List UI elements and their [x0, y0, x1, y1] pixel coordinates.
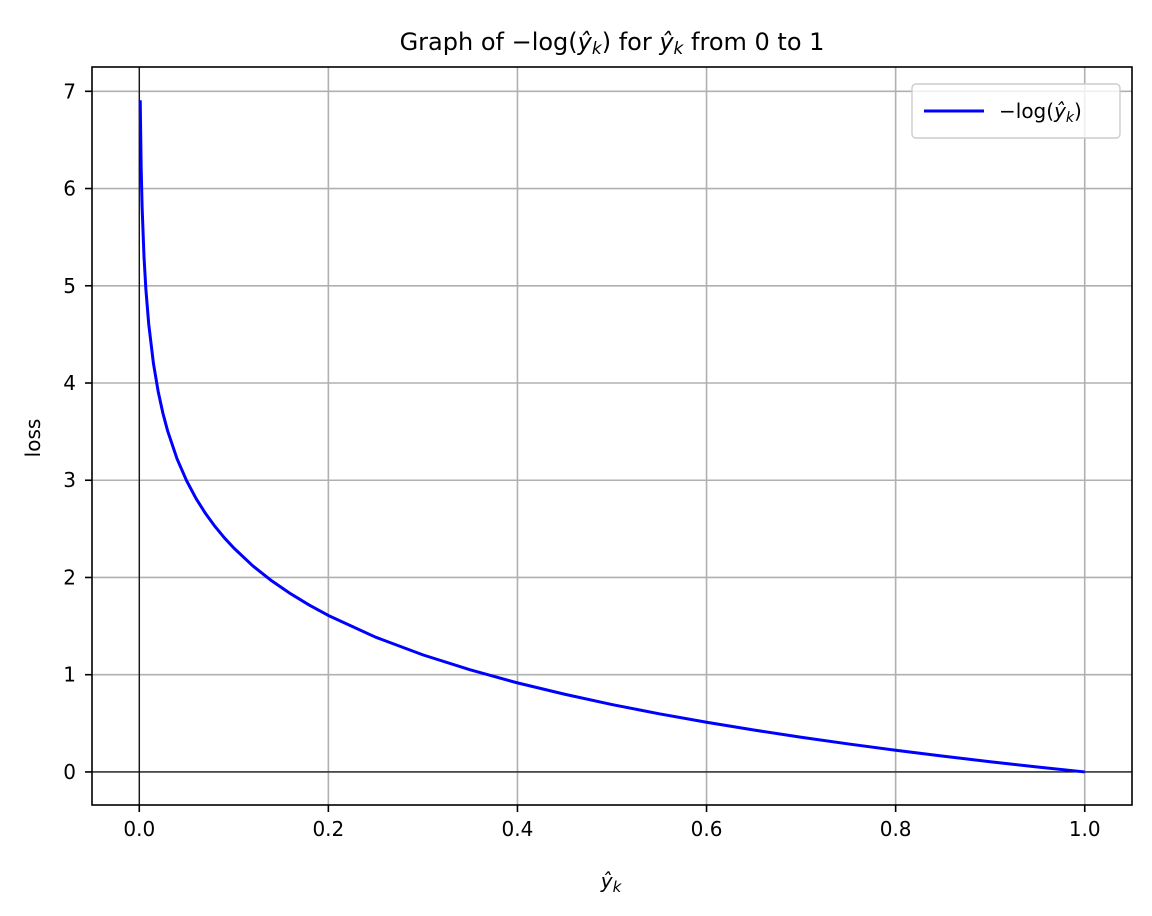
title-var-1-sub: k [592, 39, 603, 59]
y-axis-label: loss [21, 419, 45, 458]
title-suffix: from 0 to 1 [683, 28, 824, 56]
chart-title: Graph of −log(ŷk) for ŷk from 0 to 1 [400, 28, 825, 59]
x-tick-label-3: 0.6 [691, 817, 723, 841]
y-tick-label-0: 0 [63, 760, 76, 784]
reference-lines [92, 67, 1132, 805]
x-tick-label-2: 0.4 [502, 817, 534, 841]
y-tick-label-2: 2 [63, 565, 76, 589]
x-axis-label: ŷk [600, 869, 623, 896]
legend-label-suffix: ) [1074, 99, 1082, 123]
x-tick-label-0: 0.0 [123, 817, 155, 841]
legend-label-prefix: −log( [999, 99, 1054, 123]
title-prefix: Graph of −log( [400, 28, 578, 56]
y-tick-label-6: 6 [63, 177, 76, 201]
y-tick-label-5: 5 [63, 274, 76, 298]
title-mid: ) for [602, 28, 660, 56]
ticks-layer: 0.0 0.2 0.4 0.6 0.8 1.0 0 1 2 3 4 5 6 7 [63, 79, 1100, 841]
legend-box [911, 83, 1121, 139]
legend: −log(ŷk) [911, 83, 1121, 139]
x-tick-label-1: 0.2 [312, 817, 344, 841]
series-line-0 [138, 100, 1085, 774]
legend-label-sub: k [1066, 110, 1075, 126]
x-axis-label-base: ŷ [600, 869, 614, 893]
title-var-2-sub: k [674, 39, 685, 59]
legend-entry-label: −log(ŷk) [999, 99, 1082, 126]
x-tick-label-5: 1.0 [1069, 817, 1101, 841]
y-tick-label-4: 4 [63, 371, 76, 395]
series-layer [138, 100, 1085, 774]
x-axis-label-sub: k [613, 878, 623, 896]
title-var-1-base: ŷ [577, 28, 593, 56]
legend-label-base: ŷ [1053, 99, 1067, 123]
title-var-2-base: ŷ [658, 28, 674, 56]
x-tick-label-4: 0.8 [880, 817, 912, 841]
plot-frame [91, 66, 1133, 806]
y-tick-label-3: 3 [63, 468, 76, 492]
y-tick-label-7: 7 [63, 79, 76, 103]
y-tick-label-1: 1 [63, 663, 76, 687]
